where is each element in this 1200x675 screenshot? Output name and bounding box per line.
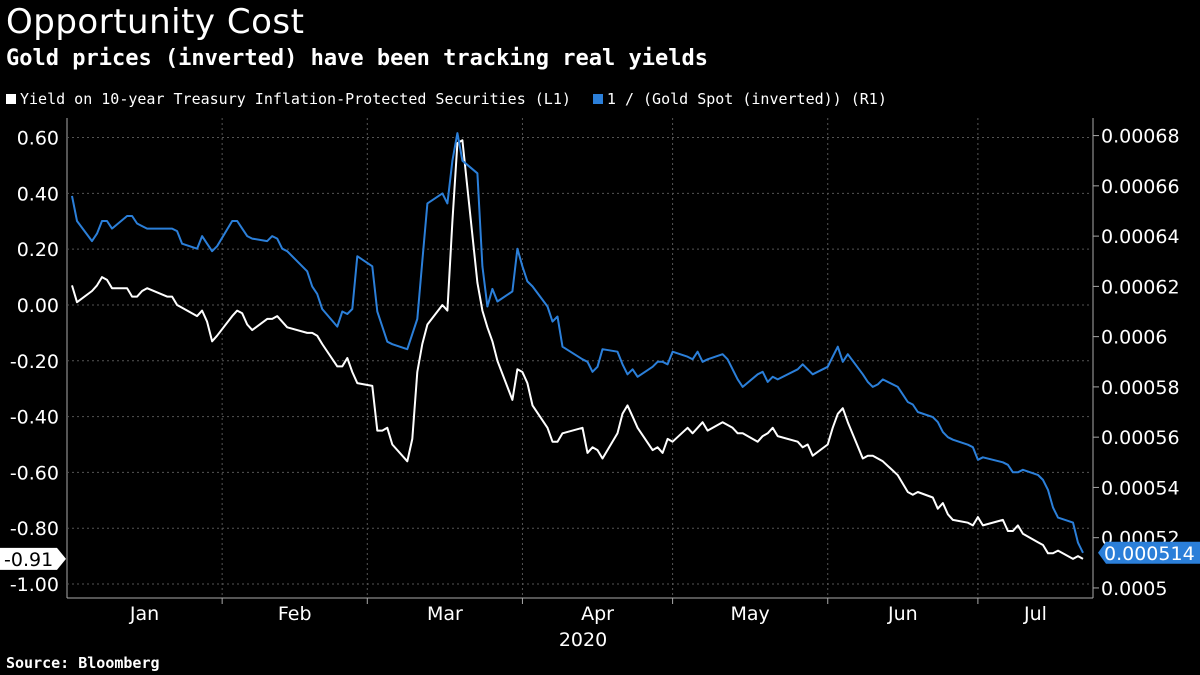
month-label: May (731, 603, 770, 625)
series-line-gold (71, 132, 1084, 554)
left-tick-label: -0.20 (10, 351, 59, 373)
month-label: Jun (887, 603, 918, 625)
legend-swatch-tips (6, 94, 16, 104)
legend-label-gold: 1 / (Gold Spot (inverted)) (R1) (606, 90, 887, 108)
right-tick-label: 0.00066 (1101, 176, 1180, 198)
legend-item-tips: Yield on 10-year Treasury Inflation-Prot… (6, 90, 571, 108)
left-tick-label: -0.80 (10, 518, 59, 540)
month-label: Jan (129, 603, 159, 625)
source-note: Source: Bloomberg (6, 654, 160, 672)
right-tick-label: 0.00064 (1101, 226, 1180, 248)
legend-label-tips: Yield on 10-year Treasury Inflation-Prot… (20, 90, 571, 108)
right-tick-label: 0.00054 (1101, 477, 1180, 499)
legend-swatch-gold (592, 94, 603, 104)
left-tick-label: 0.00 (17, 295, 59, 317)
legend-item-gold: 1 / (Gold Spot (inverted)) (R1) (592, 90, 887, 108)
left-last-value-badge (0, 547, 66, 570)
month-label: Mar (427, 603, 463, 625)
right-tick-label: 0.0005 (1101, 578, 1167, 600)
chart-title: Opportunity Cost (6, 2, 305, 42)
chart-subtitle: Gold prices (inverted) have been trackin… (6, 46, 708, 71)
year-label: 2020 (559, 629, 607, 651)
left-last-value-label: -0.91 (4, 549, 53, 571)
series-line-tips (71, 139, 1084, 560)
right-tick-label: 0.0006 (1101, 327, 1167, 349)
left-tick-label: 0.60 (17, 128, 59, 150)
legend: Yield on 10-year Treasury Inflation-Prot… (6, 90, 887, 108)
left-tick-label: -0.40 (10, 407, 59, 429)
left-tick-label: -1.00 (10, 574, 59, 596)
month-label: Apr (581, 603, 614, 625)
right-tick-label: 0.00062 (1101, 276, 1180, 298)
right-last-value-badge (1098, 541, 1200, 564)
month-label: Feb (278, 603, 312, 625)
left-tick-label: 0.20 (17, 239, 59, 261)
right-tick-label: 0.00068 (1101, 126, 1180, 148)
month-label: Jul (1023, 603, 1047, 625)
right-tick-label: 0.00056 (1101, 427, 1180, 449)
right-last-value-label: 0.000514 (1104, 543, 1195, 565)
right-tick-label: 0.00058 (1101, 377, 1180, 399)
left-tick-label: 0.40 (17, 183, 59, 205)
left-tick-label: -0.60 (10, 462, 59, 484)
